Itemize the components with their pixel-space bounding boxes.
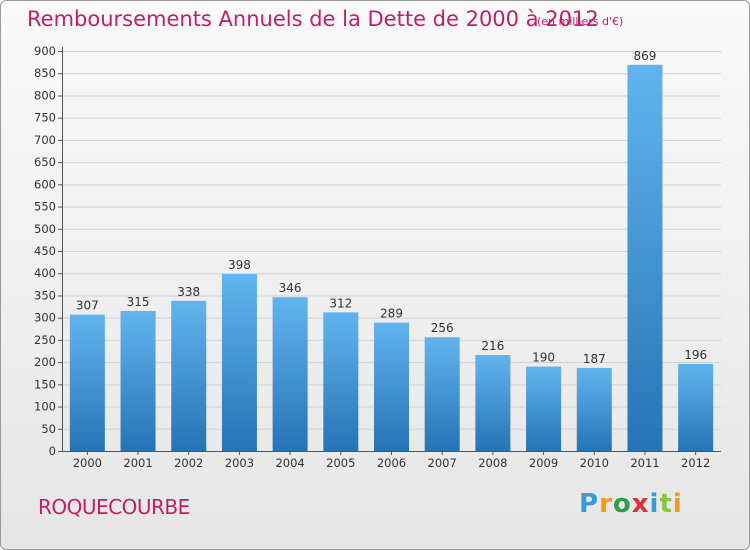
y-tick-label: 350 <box>34 288 56 302</box>
y-tick-label: 50 <box>41 422 56 436</box>
y-tick-label: 200 <box>34 355 56 369</box>
axes <box>58 47 721 455</box>
data-label-2004: 346 <box>279 281 302 295</box>
y-tick-label: 100 <box>34 400 56 414</box>
data-label-2006: 289 <box>380 307 403 321</box>
x-tick-label: 2001 <box>123 456 152 470</box>
y-tick-label: 900 <box>34 44 56 58</box>
x-tick-label: 2004 <box>275 456 304 470</box>
y-tick-label: 250 <box>34 333 56 347</box>
data-labels: 307 315 338 398 346 312 289 256 216 190 187 869 196 <box>76 49 707 366</box>
y-tick-labels: 0 50 100 150 200 250 300 350 400 450 500 550 600 650 7… <box>34 44 56 458</box>
x-tick-label: 2005 <box>326 456 355 470</box>
data-label-2010: 187 <box>583 352 606 366</box>
logo-letter: t <box>659 489 673 519</box>
y-tick-label: 150 <box>34 377 56 391</box>
logo-letter: P <box>579 489 600 519</box>
bar-2012 <box>678 363 714 451</box>
data-label-2009: 190 <box>532 351 555 365</box>
data-label-2007: 256 <box>431 321 454 335</box>
data-label-2003: 398 <box>228 258 251 272</box>
chart-unit-note: (en milliers d'€) <box>537 15 624 28</box>
x-tick-label: 2009 <box>529 456 558 470</box>
data-label-2011: 869 <box>634 49 657 63</box>
proxiti-logo: Proxiti <box>579 489 683 519</box>
bar-2001 <box>120 311 156 451</box>
bar-2009 <box>526 366 562 451</box>
bar-2011 <box>627 64 663 452</box>
x-tick-label: 2010 <box>580 456 609 470</box>
y-tick-label: 700 <box>34 133 56 147</box>
x-tick-label: 2000 <box>73 456 102 470</box>
data-label-2012: 196 <box>684 348 707 362</box>
y-tick-label: 650 <box>34 155 56 169</box>
y-tick-label: 300 <box>34 311 56 325</box>
y-tick-label: 500 <box>34 222 56 236</box>
logo-letter: i <box>672 489 683 519</box>
logo-letter: o <box>612 489 632 519</box>
commune-name: ROQUECOURBE <box>38 495 190 519</box>
chart-title: Remboursements Annuels de la Dette de 20… <box>27 7 599 31</box>
logo-letter: r <box>599 489 613 519</box>
data-label-2001: 315 <box>127 295 150 309</box>
logo-letter: i <box>649 489 660 519</box>
y-tick-label: 550 <box>34 200 56 214</box>
x-tick-label: 2011 <box>630 456 659 470</box>
y-tick-label: 400 <box>34 266 56 280</box>
bar-2005 <box>323 312 359 451</box>
bar-2003 <box>221 274 257 451</box>
x-tick-label: 2003 <box>225 456 254 470</box>
bars <box>69 64 714 452</box>
bar-2006 <box>374 322 409 451</box>
data-label-2008: 216 <box>481 339 504 353</box>
x-tick-label: 2012 <box>681 456 710 470</box>
data-label-2005: 312 <box>329 296 352 310</box>
y-tick-label: 800 <box>34 88 56 102</box>
y-tick-label: 750 <box>34 111 56 125</box>
y-tick-label: 850 <box>34 66 56 80</box>
y-tick-label: 600 <box>34 177 56 191</box>
bar-2008 <box>475 355 511 451</box>
x-tick-label: 2002 <box>174 456 203 470</box>
bar-2010 <box>576 367 612 451</box>
y-tick-label: 450 <box>34 244 56 258</box>
x-tick-label: 2008 <box>478 456 507 470</box>
logo-letter: x <box>631 489 650 519</box>
bar-2004 <box>272 297 308 451</box>
y-tick-label: 0 <box>49 444 56 458</box>
x-tick-labels: 2000 2001 2002 2003 2004 2005 2006 2007 2008 2009… <box>73 456 711 470</box>
data-label-2000: 307 <box>76 299 99 313</box>
x-tick-label: 2007 <box>428 456 457 470</box>
data-label-2002: 338 <box>177 285 200 299</box>
bar-2000 <box>69 314 105 451</box>
bar-2002 <box>171 300 207 451</box>
bar-2007 <box>424 337 460 451</box>
x-tick-label: 2006 <box>377 456 406 470</box>
